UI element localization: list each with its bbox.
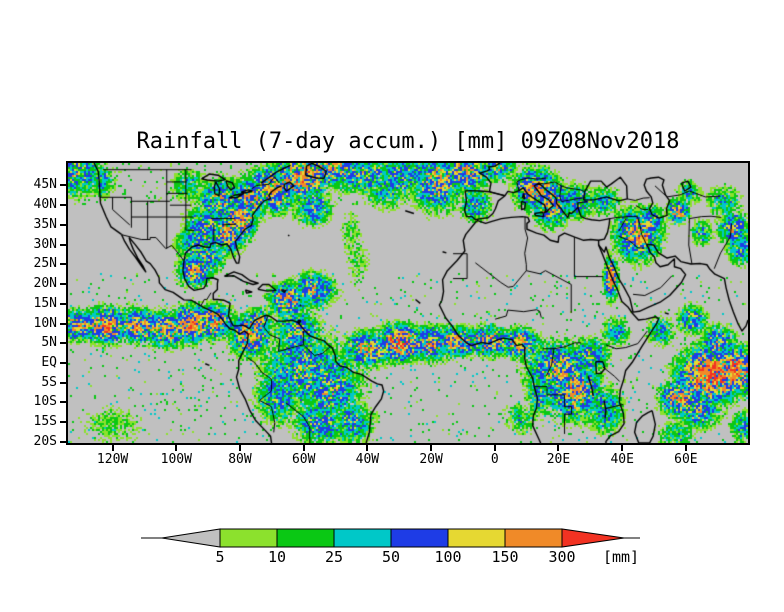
lat-tick-label: 10S xyxy=(33,394,57,410)
lon-tick xyxy=(621,445,624,451)
lon-tick-label: 20W xyxy=(419,452,443,467)
lon-tick xyxy=(684,445,687,451)
colorbar-legend: 5 10 25 50 100 150 300 [mm] xyxy=(141,528,640,566)
lat-tick xyxy=(60,302,67,305)
lat-tick-label: 20S xyxy=(33,433,57,449)
lat-tick-label: 5S xyxy=(41,374,57,390)
lon-tick xyxy=(111,445,114,451)
lat-tick-label: 45N xyxy=(33,177,57,193)
colorbar-level-label: 25 xyxy=(325,548,343,566)
lon-tick xyxy=(366,445,369,451)
lon-tick xyxy=(175,445,178,451)
colorbar-level-label: 150 xyxy=(491,548,518,566)
lat-tick xyxy=(60,322,67,325)
lat-tick-label: 10N xyxy=(33,315,57,331)
lat-tick xyxy=(60,381,67,384)
lat-tick xyxy=(60,342,67,345)
lon-tick-label: 120W xyxy=(96,452,129,467)
lat-tick xyxy=(60,263,67,266)
lat-tick-label: 40N xyxy=(33,197,57,213)
colorbar-unit-label: [mm] xyxy=(603,548,639,566)
lat-tick xyxy=(60,204,67,207)
lat-tick-label: 15N xyxy=(33,295,57,311)
lat-tick xyxy=(60,184,67,187)
lat-tick-label: 20N xyxy=(33,276,57,292)
colorbar-segment xyxy=(447,528,506,548)
plot-title: Rainfall (7-day accum.) [mm] 09Z08Nov201… xyxy=(136,129,680,154)
lat-tick xyxy=(60,421,67,424)
lon-tick-label: 60W xyxy=(291,452,316,467)
colorbar-below-arrow xyxy=(161,528,221,548)
lon-tick xyxy=(557,445,560,451)
lat-tick xyxy=(60,440,67,443)
lon-tick-label: 60E xyxy=(674,452,698,467)
lon-tick xyxy=(302,445,305,451)
lon-tick-label: 40W xyxy=(355,452,380,467)
lat-tick xyxy=(60,243,67,246)
lon-tick xyxy=(238,445,241,451)
colorbar-level-label: 5 xyxy=(215,548,224,566)
lat-tick xyxy=(60,283,67,286)
lat-tick xyxy=(60,223,67,226)
colorbar-level-label: 10 xyxy=(268,548,286,566)
lat-tick-label: 25N xyxy=(33,256,57,272)
lat-tick-label: EQ xyxy=(41,354,57,370)
lat-tick-label: 30N xyxy=(33,236,57,252)
lon-tick-label: 0 xyxy=(490,452,499,467)
rainfall-map xyxy=(68,163,748,443)
lat-tick xyxy=(60,361,67,364)
lon-tick-label: 20E xyxy=(546,452,571,467)
colorbar-level-label: 100 xyxy=(434,548,461,566)
lat-tick xyxy=(60,401,67,404)
lat-tick-label: 5N xyxy=(41,335,57,351)
lon-tick xyxy=(430,445,433,451)
colorbar-segment xyxy=(219,528,278,548)
lat-tick-label: 35N xyxy=(33,216,57,232)
colorbar-segment xyxy=(276,528,335,548)
colorbar-segment xyxy=(390,528,449,548)
colorbar-level-label: 300 xyxy=(548,548,575,566)
lon-tick-label: 80W xyxy=(228,452,252,467)
colorbar-level-label: 50 xyxy=(382,548,400,566)
lon-tick xyxy=(493,445,496,451)
colorbar-segment xyxy=(333,528,392,548)
colorbar-segment xyxy=(504,528,563,548)
lon-tick-label: 40E xyxy=(610,452,634,467)
lon-tick-label: 100W xyxy=(160,452,192,467)
lat-tick-label: 15S xyxy=(33,414,57,430)
colorbar-above-arrow xyxy=(561,528,625,548)
